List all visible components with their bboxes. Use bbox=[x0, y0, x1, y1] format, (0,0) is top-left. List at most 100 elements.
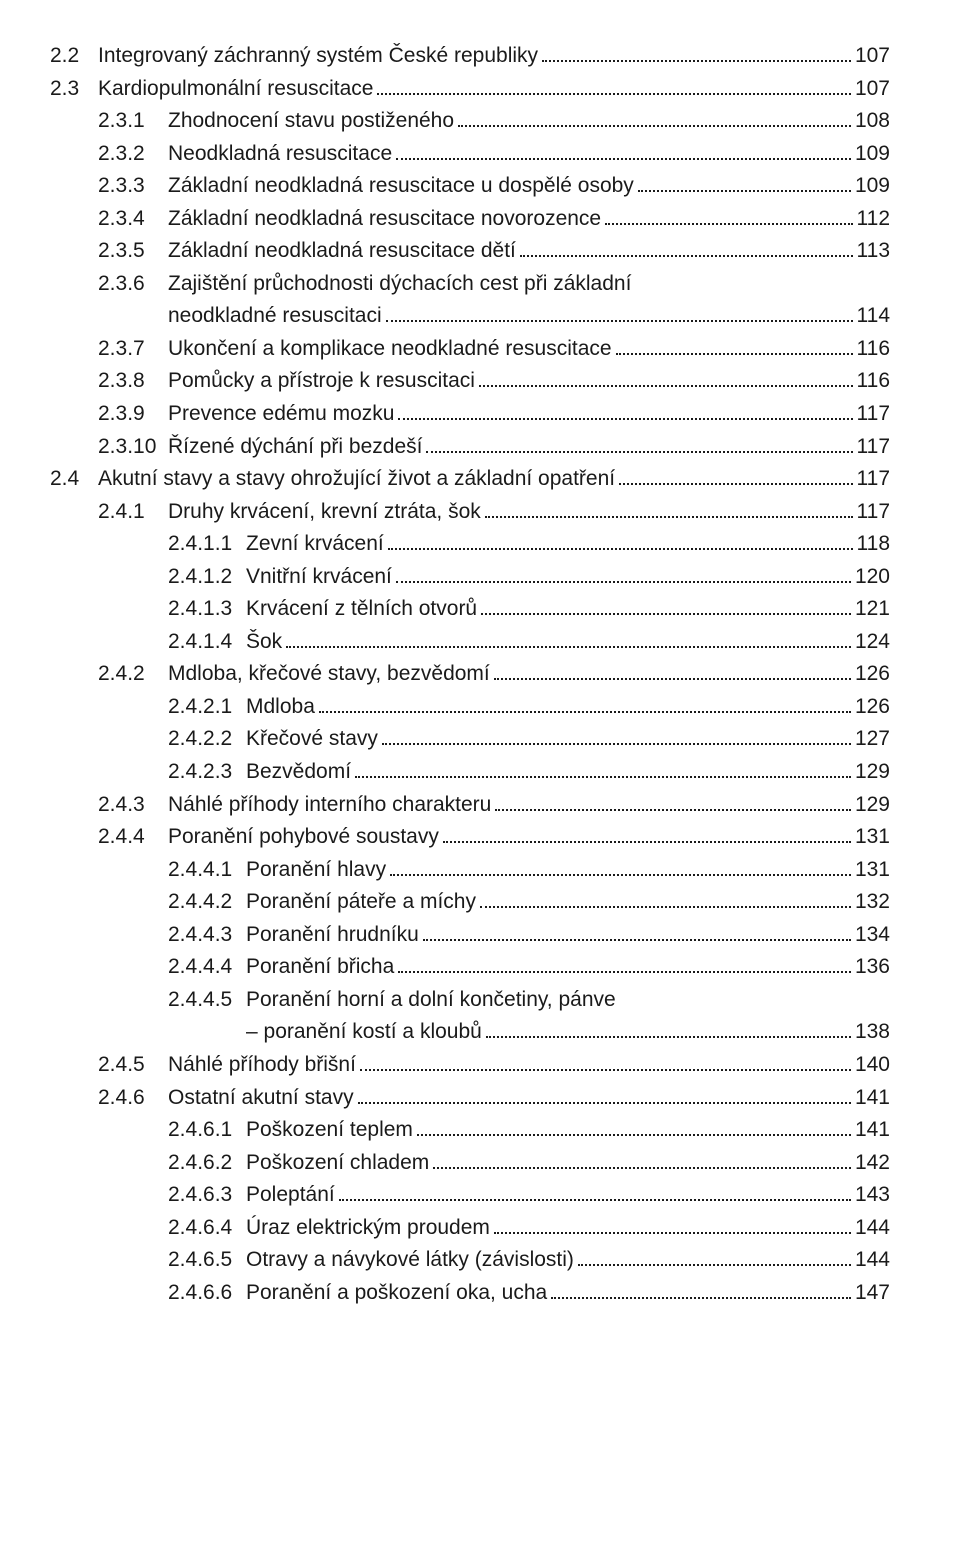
toc-number: 2.4.2 bbox=[98, 658, 168, 691]
toc-leader-dots bbox=[396, 581, 851, 583]
toc-page: 136 bbox=[855, 951, 890, 984]
toc-title: Poškození teplem bbox=[246, 1114, 413, 1147]
toc-page: 108 bbox=[855, 105, 890, 138]
toc-page: 116 bbox=[857, 333, 890, 366]
toc-number: 2.3.8 bbox=[98, 365, 168, 398]
toc-title: Bezvědomí bbox=[246, 756, 351, 789]
toc-page: 140 bbox=[855, 1049, 890, 1082]
toc-entry: 2.4.2Mdloba, křečové stavy, bezvědomí 126 bbox=[50, 658, 890, 691]
toc-number: 2.4.6.1 bbox=[168, 1114, 246, 1147]
toc-number: 2.3.5 bbox=[98, 235, 168, 268]
toc-leader-dots bbox=[433, 1167, 851, 1169]
toc-entry: 2.3.10Řízené dýchání při bezdeší117 bbox=[50, 431, 890, 464]
toc-leader-dots bbox=[578, 1264, 851, 1266]
toc-title: Poranění a poškození oka, ucha bbox=[246, 1277, 547, 1310]
toc-number: 2.3.10 bbox=[98, 431, 168, 464]
toc-number: 2.2 bbox=[50, 40, 98, 73]
toc-entry: 2.4.1.1Zevní krvácení118 bbox=[50, 528, 890, 561]
toc-page: 134 bbox=[855, 919, 890, 952]
toc-page: 118 bbox=[857, 528, 890, 561]
toc-number: 2.3.2 bbox=[98, 138, 168, 171]
toc-page: 142 bbox=[855, 1147, 890, 1180]
toc-leader-dots bbox=[423, 939, 851, 941]
toc-number: 2.4.3 bbox=[98, 789, 168, 822]
toc-title: Mdloba, křečové stavy, bezvědomí bbox=[168, 658, 490, 691]
toc-title: Základní neodkladná resuscitace u dospěl… bbox=[168, 170, 634, 203]
toc-title: – poranění kostí a kloubů bbox=[246, 1016, 482, 1049]
toc-title: Poranění pohybové soustavy bbox=[168, 821, 439, 854]
toc-page: 144 bbox=[855, 1244, 890, 1277]
toc-number: 2.4.4 bbox=[98, 821, 168, 854]
toc-page: 132 bbox=[855, 886, 890, 919]
toc-page: 114 bbox=[857, 300, 890, 333]
toc-title: Krvácení z tělních otvorů bbox=[246, 593, 477, 626]
toc-title: Poranění břicha bbox=[246, 951, 394, 984]
toc-entry: 2.3.8Pomůcky a přístroje k resuscitaci11… bbox=[50, 365, 890, 398]
toc-leader-dots bbox=[481, 613, 851, 615]
toc-leader-dots bbox=[360, 1069, 851, 1071]
toc-title: Úraz elektrickým proudem bbox=[246, 1212, 490, 1245]
toc-page: 113 bbox=[857, 235, 890, 268]
toc-entry: 2.4Akutní stavy a stavy ohrožující život… bbox=[50, 463, 890, 496]
toc-entry: 2.4.6.5Otravy a návykové látky (závislos… bbox=[50, 1244, 890, 1277]
toc-number: 2.4 bbox=[50, 463, 98, 496]
toc-leader-dots bbox=[398, 971, 851, 973]
toc-number: 2.4.1 bbox=[98, 496, 168, 529]
toc-entry: 2.3.6Zajištění průchodnosti dýchacích ce… bbox=[50, 268, 890, 301]
toc-number: 2.4.6 bbox=[98, 1082, 168, 1115]
toc-leader-dots bbox=[495, 809, 851, 811]
toc-entry: 2.4.2.3Bezvědomí129 bbox=[50, 756, 890, 789]
toc-number: 2.4.1.2 bbox=[168, 561, 246, 594]
toc-page: 126 bbox=[855, 691, 890, 724]
toc-number: 2.3.4 bbox=[98, 203, 168, 236]
toc-page: 131 bbox=[855, 854, 890, 887]
toc-title: Ostatní akutní stavy bbox=[168, 1082, 354, 1115]
toc-title: Křečové stavy bbox=[246, 723, 378, 756]
toc-leader-dots bbox=[542, 60, 851, 62]
toc-leader-dots bbox=[551, 1297, 851, 1299]
toc-title: neodkladné resuscitaci bbox=[168, 300, 382, 333]
toc-page: 126 bbox=[855, 658, 890, 691]
toc-title: Pomůcky a přístroje k resuscitaci bbox=[168, 365, 475, 398]
toc-entry: 2.4.4.2Poranění páteře a míchy132 bbox=[50, 886, 890, 919]
toc-entry: 2.3.3Základní neodkladná resuscitace u d… bbox=[50, 170, 890, 203]
toc-title: Akutní stavy a stavy ohrožující život a … bbox=[98, 463, 615, 496]
toc-number: 2.3.3 bbox=[98, 170, 168, 203]
toc-title: Šok bbox=[246, 626, 282, 659]
toc-page: 127 bbox=[855, 723, 890, 756]
toc-number: 2.3.1 bbox=[98, 105, 168, 138]
toc-entry: 2.4.1.2Vnitřní krvácení120 bbox=[50, 561, 890, 594]
toc-title: Řízené dýchání při bezdeší bbox=[168, 431, 422, 464]
toc-number: 2.4.6.2 bbox=[168, 1147, 246, 1180]
toc-leader-dots bbox=[616, 353, 853, 355]
toc-entry: 2.3.1Zhodnocení stavu postiženého108 bbox=[50, 105, 890, 138]
toc-entry: 2.4.4.3Poranění hrudníku134 bbox=[50, 919, 890, 952]
toc-page: 109 bbox=[855, 170, 890, 203]
toc-page: 117 bbox=[857, 463, 890, 496]
toc-entry-continuation: – poranění kostí a kloubů138 bbox=[50, 1016, 890, 1049]
toc-title: Poškození chladem bbox=[246, 1147, 429, 1180]
toc-title: Základní neodkladná resuscitace dětí bbox=[168, 235, 516, 268]
toc-leader-dots bbox=[388, 548, 853, 550]
toc-title: Poranění hrudníku bbox=[246, 919, 419, 952]
toc-entry: 2.4.2.2Křečové stavy127 bbox=[50, 723, 890, 756]
toc-entry: 2.2Integrovaný záchranný systém České re… bbox=[50, 40, 890, 73]
toc-leader-dots bbox=[485, 516, 853, 518]
toc-number: 2.4.6.6 bbox=[168, 1277, 246, 1310]
toc-entry: 2.4.1Druhy krvácení, krevní ztráta, šok1… bbox=[50, 496, 890, 529]
toc-page: 121 bbox=[855, 593, 890, 626]
toc-page: 120 bbox=[855, 561, 890, 594]
toc-entry: 2.3.4Základní neodkladná resuscitace nov… bbox=[50, 203, 890, 236]
toc-number: 2.3 bbox=[50, 73, 98, 106]
toc-page: 109 bbox=[855, 138, 890, 171]
toc-leader-dots bbox=[390, 874, 851, 876]
toc-title: Kardiopulmonální resuscitace bbox=[98, 73, 373, 106]
toc-leader-dots bbox=[458, 125, 851, 127]
toc-entry: 2.3.2Neodkladná resuscitace109 bbox=[50, 138, 890, 171]
toc-title: Zajištění průchodnosti dýchacích cest př… bbox=[168, 268, 631, 301]
toc-page: 147 bbox=[855, 1277, 890, 1310]
toc-entry: 2.4.3Náhlé příhody interního charakteru1… bbox=[50, 789, 890, 822]
toc-title: Náhlé příhody břišní bbox=[168, 1049, 356, 1082]
toc-title: Poranění hlavy bbox=[246, 854, 386, 887]
toc-leader-dots bbox=[396, 158, 851, 160]
